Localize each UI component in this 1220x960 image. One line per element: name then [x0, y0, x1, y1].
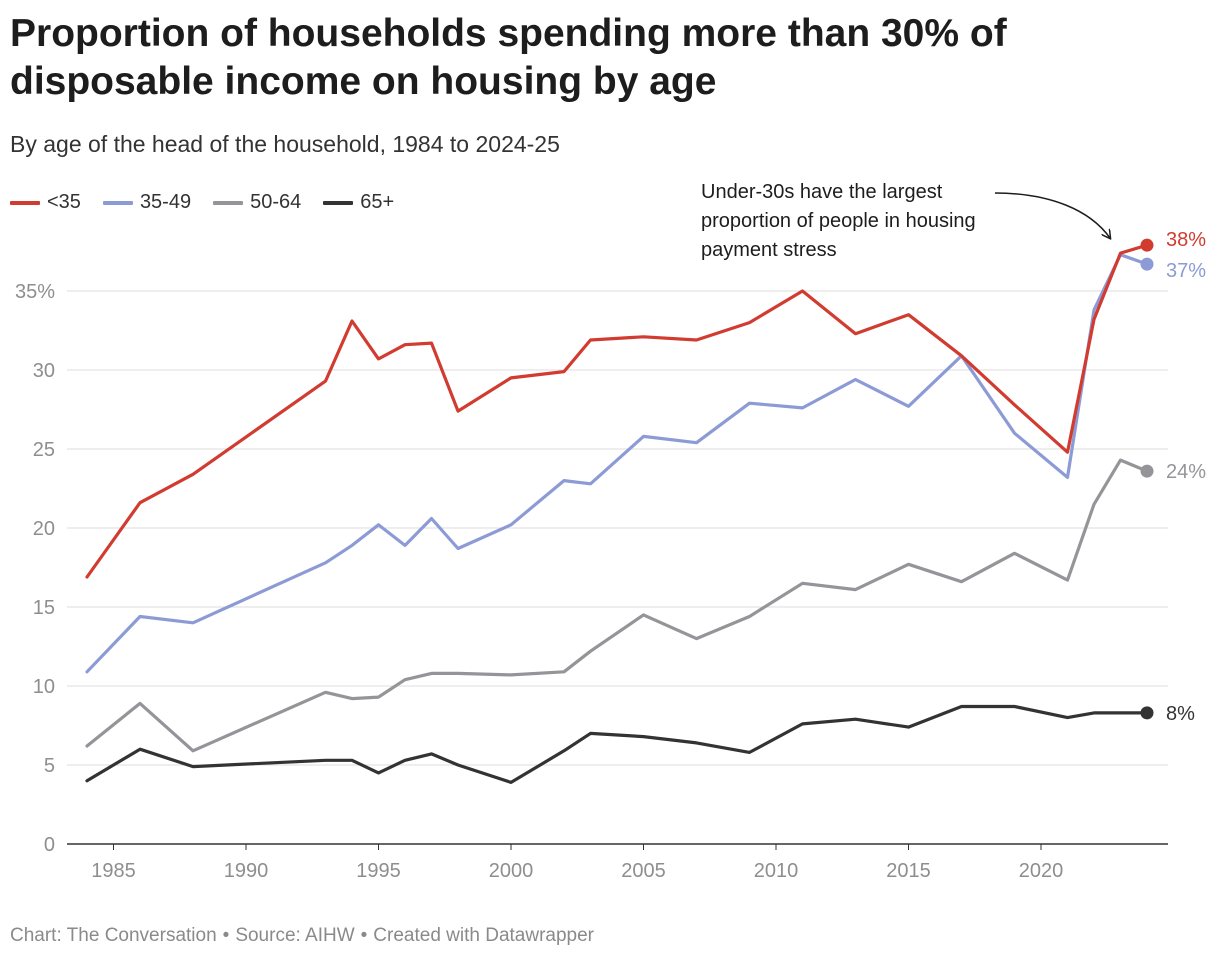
- series-line-under-35: [85, 243, 1149, 579]
- y-tick-label: 0: [44, 834, 55, 856]
- x-tick-label: 2010: [754, 860, 799, 882]
- y-tick-label: 15: [33, 597, 55, 619]
- end-label-65-plus: 8%: [1166, 703, 1195, 725]
- gridlines: [67, 290, 1168, 766]
- end-labels: 8% 24% 37% 38%: [1166, 229, 1206, 725]
- y-tick-label: 30: [33, 360, 55, 382]
- legend-item-50-64: 50-64: [213, 191, 301, 214]
- series-lines: [85, 238, 1154, 784]
- y-tick-label: 25: [33, 439, 55, 461]
- series-line-50-64: [85, 458, 1149, 753]
- legend-label-50-64: 50-64: [250, 191, 302, 213]
- x-tick-label: 2005: [621, 860, 666, 882]
- footer-chart-credit: Chart: The Conversation: [10, 925, 217, 946]
- legend-swatch-under-35: [10, 200, 40, 205]
- end-label-50-64: 24%: [1166, 461, 1206, 483]
- legend-item-65-plus: 65+: [323, 191, 394, 214]
- x-tick-label: 1985: [91, 860, 136, 882]
- x-tick-label: 1995: [356, 860, 401, 882]
- x-tick-label: 1990: [224, 860, 269, 882]
- annotation-arrow: [994, 192, 1110, 238]
- legend-label-under-35: <35: [47, 191, 81, 213]
- end-dot-65-plus: [1140, 706, 1154, 720]
- legend-swatch-35-49: [102, 200, 133, 205]
- x-tick-label: 2020: [1019, 860, 1064, 882]
- footer-created-with: Created with Datawrapper: [373, 925, 595, 946]
- footer-separator: •: [222, 925, 230, 946]
- chart-legend: <35 35-49 50-64 65+: [10, 191, 416, 214]
- legend-label-65-plus: 65+: [360, 191, 395, 213]
- footer-separator: •: [360, 925, 368, 946]
- chart-footer: Chart: The Conversation • Source: AIHW • Cre…: [10, 925, 594, 947]
- y-tick-label: 10: [33, 676, 55, 698]
- end-label-35-49: 37%: [1166, 260, 1206, 282]
- series-line-35-49: [85, 253, 1149, 674]
- chart-subtitle: By age of the head of the household, 198…: [10, 131, 560, 157]
- legend-item-under-35: <35: [10, 191, 81, 214]
- end-dot-50-64: [1140, 464, 1154, 478]
- series-line-65-plus: [85, 704, 1149, 784]
- chart-title: Proportion of households spending more t…: [10, 12, 1007, 103]
- axes: 0 5 10 15 20 25 30 35% 1985 1990 1995 2000 2005 2010 2…: [15, 281, 1168, 882]
- end-dot-35-49: [1140, 257, 1154, 271]
- legend-label-35-49: 35-49: [139, 191, 192, 213]
- end-dot-under-35: [1140, 238, 1154, 252]
- x-tick-label: 2015: [886, 860, 931, 882]
- legend-swatch-50-64: [213, 200, 244, 205]
- line-chart: 0 5 10 15 20 25 30 35% 1985 1990 1995 2000 2005 2010 2…: [15, 192, 1206, 882]
- y-tick-label: 35%: [15, 281, 55, 303]
- legend-item-35-49: 35-49: [102, 191, 192, 214]
- annotation-note: Under-30s have the largest proportion of…: [701, 181, 976, 261]
- y-tick-label: 5: [44, 755, 55, 777]
- end-label-under-35: 38%: [1166, 229, 1206, 251]
- y-tick-label: 20: [33, 518, 55, 540]
- footer-source: Source: AIHW: [235, 925, 355, 946]
- legend-swatch-65-plus: [323, 200, 354, 205]
- x-tick-label: 2000: [489, 860, 534, 882]
